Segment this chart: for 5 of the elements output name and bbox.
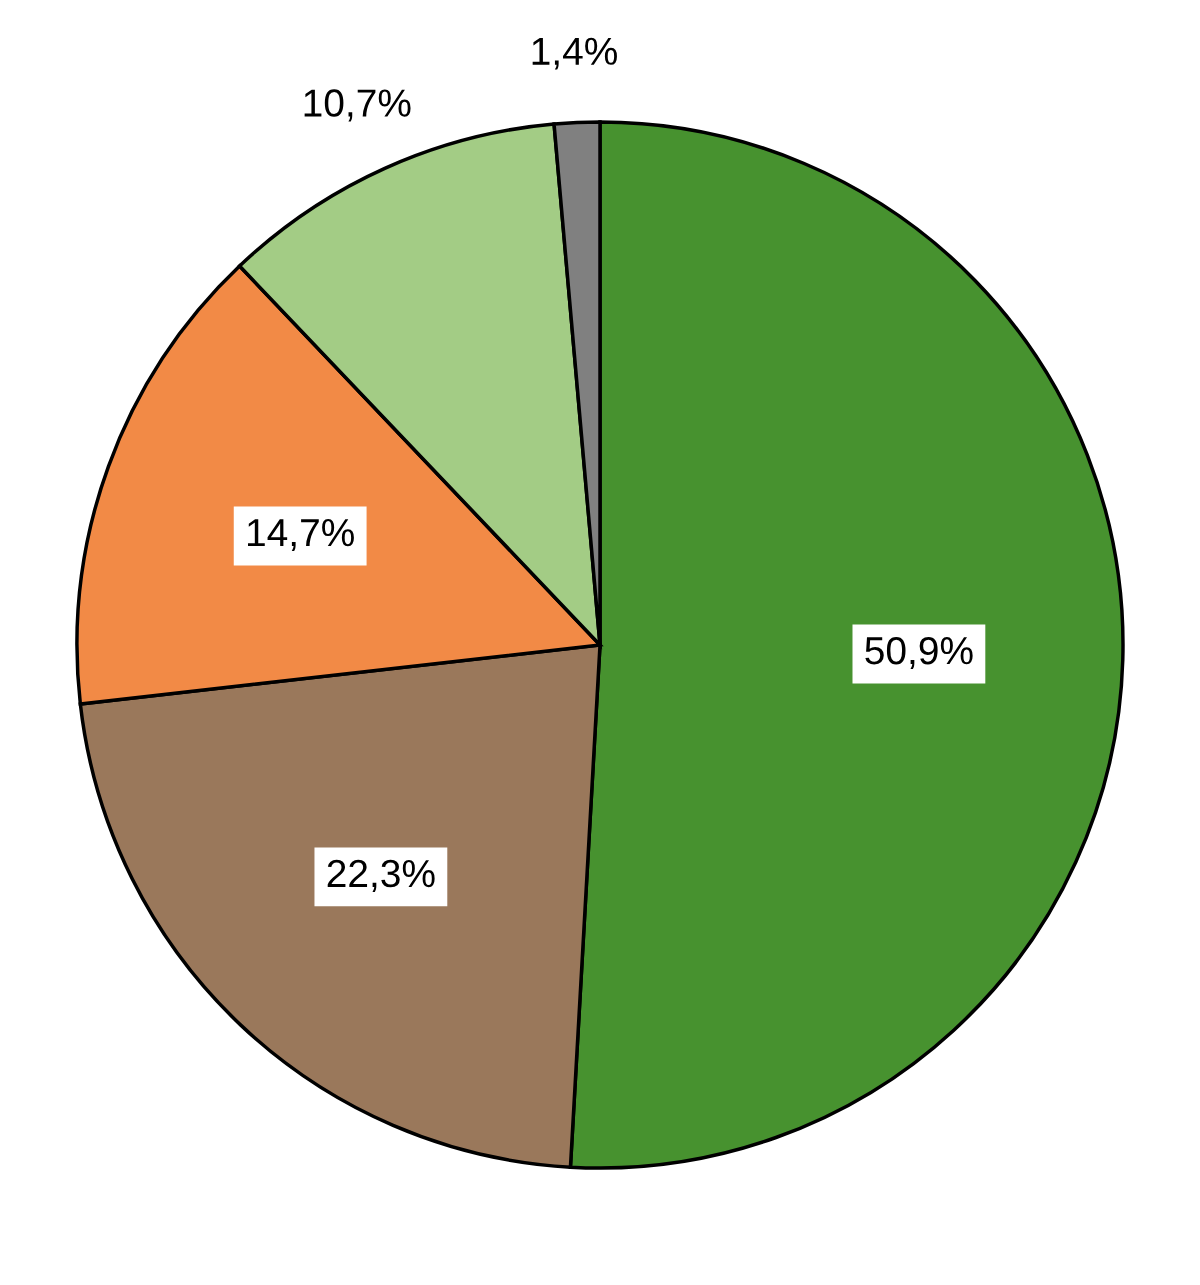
- data-label: 1,4%: [532, 37, 617, 70]
- data-label: 50,9%: [865, 636, 973, 670]
- data-label: 14,7%: [248, 519, 354, 552]
- data-label: 22,3%: [327, 859, 435, 892]
- data-label: 10,7%: [304, 89, 411, 122]
